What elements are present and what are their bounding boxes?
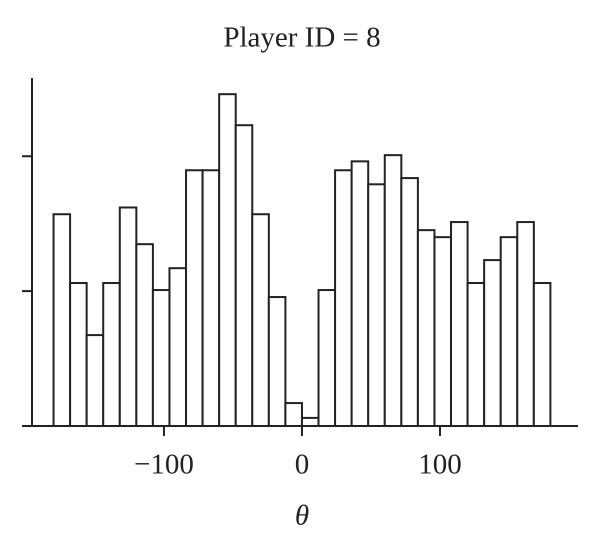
bar [267, 296, 287, 427]
x-tick-label: −100 [134, 449, 194, 481]
bar [367, 183, 386, 427]
bar [185, 169, 204, 427]
bar [85, 334, 105, 428]
bar [218, 93, 237, 428]
bar [118, 206, 138, 427]
bar [69, 282, 88, 427]
chart-title: Player ID = 8 [223, 22, 380, 54]
bar [450, 221, 469, 427]
bar [433, 236, 453, 427]
bar [52, 213, 72, 427]
bar [400, 177, 419, 427]
bar [168, 267, 188, 427]
bar [516, 221, 535, 427]
x-axis-label: θ [295, 500, 309, 532]
bar [317, 289, 337, 427]
x-tick-label: 100 [418, 449, 462, 481]
bar [532, 282, 552, 427]
bar [416, 229, 436, 427]
bar [466, 282, 486, 427]
bar [102, 282, 121, 427]
bar [151, 289, 171, 427]
bar [234, 124, 254, 428]
bar [383, 154, 403, 427]
x-tick-label: 0 [295, 449, 310, 481]
bar [334, 169, 353, 427]
bar [499, 236, 519, 427]
bar [300, 416, 320, 428]
bar [284, 402, 303, 427]
bar [483, 259, 502, 427]
bar [201, 169, 221, 427]
bar [251, 213, 270, 427]
bar [135, 243, 154, 427]
bar [350, 160, 370, 427]
